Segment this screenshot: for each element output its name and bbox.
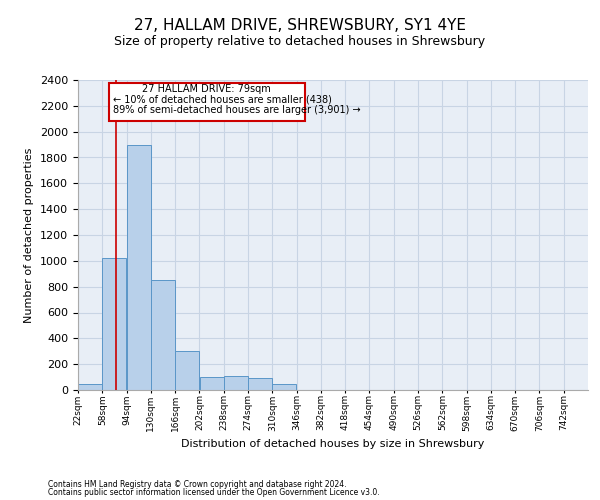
- Bar: [109, 82, 305, 122]
- Bar: [78, 384, 102, 390]
- Y-axis label: Number of detached properties: Number of detached properties: [25, 148, 34, 322]
- Bar: [127, 144, 151, 390]
- X-axis label: Distribution of detached houses by size in Shrewsbury: Distribution of detached houses by size …: [181, 439, 485, 449]
- Bar: [224, 376, 248, 390]
- Bar: [200, 377, 224, 390]
- Bar: [103, 258, 127, 390]
- Bar: [248, 378, 272, 390]
- Text: Size of property relative to detached houses in Shrewsbury: Size of property relative to detached ho…: [115, 35, 485, 48]
- Text: Contains public sector information licensed under the Open Government Licence v3: Contains public sector information licen…: [48, 488, 380, 497]
- Text: ← 10% of detached houses are smaller (438): ← 10% of detached houses are smaller (43…: [113, 94, 332, 104]
- Text: 27, HALLAM DRIVE, SHREWSBURY, SY1 4YE: 27, HALLAM DRIVE, SHREWSBURY, SY1 4YE: [134, 18, 466, 32]
- Bar: [272, 384, 296, 390]
- Text: 27 HALLAM DRIVE: 79sqm: 27 HALLAM DRIVE: 79sqm: [142, 84, 271, 94]
- Bar: [151, 280, 175, 390]
- Text: Contains HM Land Registry data © Crown copyright and database right 2024.: Contains HM Land Registry data © Crown c…: [48, 480, 347, 489]
- Bar: [175, 351, 199, 390]
- Text: 89% of semi-detached houses are larger (3,901) →: 89% of semi-detached houses are larger (…: [113, 104, 361, 115]
